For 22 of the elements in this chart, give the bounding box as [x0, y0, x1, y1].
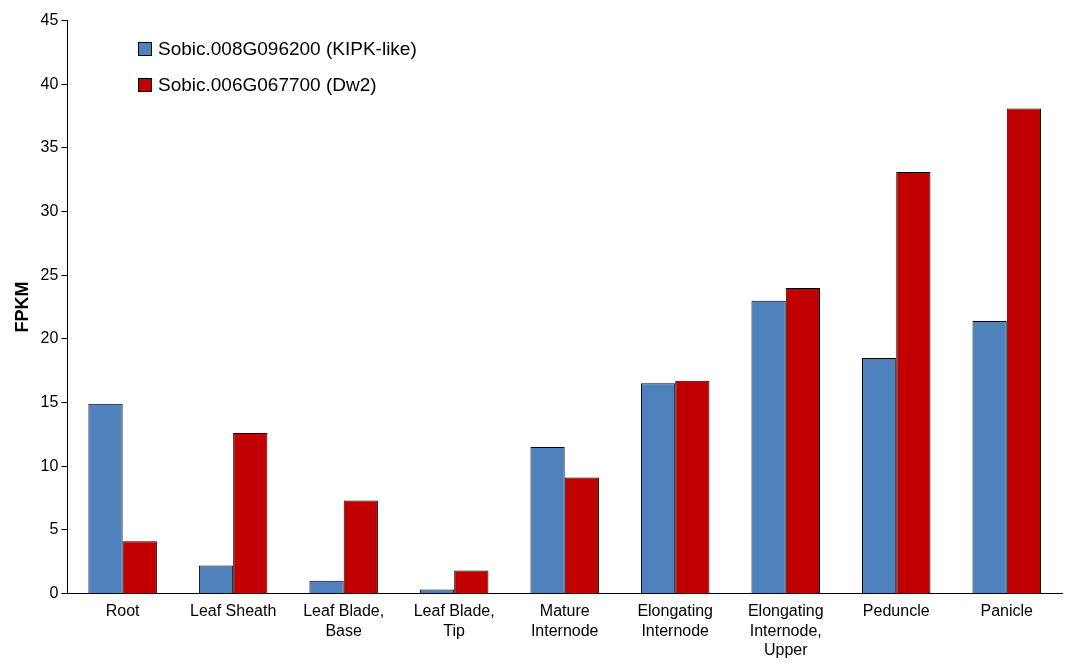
- x-tick-label: Leaf Sheath: [190, 602, 277, 620]
- y-tick-label: 40: [40, 74, 59, 92]
- x-tick-label: Leaf Blade, Base: [303, 602, 385, 639]
- y-tick-label: 30: [40, 201, 59, 219]
- x-tick-label: Panicle: [980, 602, 1034, 620]
- y-tick-label: 20: [40, 329, 59, 347]
- y-axis-title: FPKM: [11, 281, 32, 333]
- x-tick-label: Mature Internode: [530, 602, 599, 639]
- x-tick-label: Elongating Internode: [637, 602, 714, 639]
- y-tick-label: 0: [49, 583, 59, 601]
- y-tick-label: 35: [40, 138, 59, 156]
- legend-label: Sobic.006G067700 (Dw2): [158, 74, 377, 96]
- x-tick-label: Root: [105, 602, 141, 620]
- y-tick-label: 15: [40, 392, 59, 410]
- y-tick-label: 10: [40, 456, 59, 474]
- y-tick-label: 45: [40, 11, 59, 29]
- x-tick-label: Peduncle: [862, 602, 930, 620]
- x-tick-label: Elongating Internode, Upper: [747, 602, 824, 658]
- y-tick-label: 25: [40, 265, 59, 283]
- y-tick-label: 5: [49, 520, 59, 538]
- x-tick-label: Leaf Blade, Tip: [413, 602, 495, 639]
- legend-label: Sobic.008G096200 (KIPK-like): [158, 38, 417, 60]
